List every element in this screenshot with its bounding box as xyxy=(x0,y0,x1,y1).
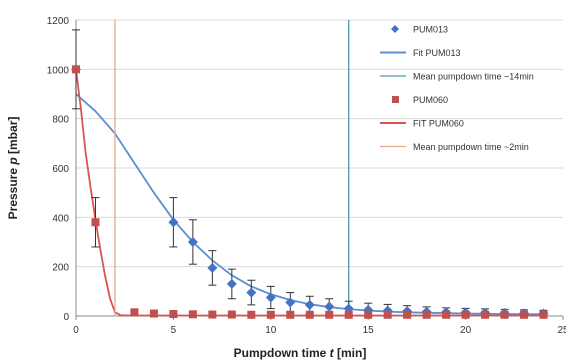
point-pum060 xyxy=(149,309,158,318)
fit-curve-fit-pum060 xyxy=(75,69,544,317)
point-pum060 xyxy=(169,310,178,319)
plot-area xyxy=(71,20,549,319)
tick-labels: 0 200 400 600 800 1000 1200 0 5 10 15 20 25 xyxy=(47,16,566,336)
y-axis-title-unit: [mbar] xyxy=(6,117,20,158)
point-pum060 xyxy=(344,310,353,319)
x-tick-label: 0 xyxy=(73,325,79,336)
point-pum060 xyxy=(247,310,256,319)
legend-label: PUM013 xyxy=(413,25,448,35)
x-tick-label: 20 xyxy=(460,325,472,336)
point-pum060 xyxy=(188,310,197,319)
point-pum013 xyxy=(265,292,276,303)
point-pum013 xyxy=(285,297,296,308)
point-pum060 xyxy=(481,310,490,319)
point-pum060 xyxy=(305,310,314,319)
y-tick-label: 600 xyxy=(52,164,69,175)
point-pum060 xyxy=(383,310,392,319)
point-pum060 xyxy=(208,310,217,319)
x-tick-label: 10 xyxy=(265,325,277,336)
x-axis-title-prefix: Pumpdown time xyxy=(234,346,330,360)
y-tick-label: 200 xyxy=(52,263,69,274)
point-pum060 xyxy=(520,310,529,319)
fit-curve-fit-pum013 xyxy=(75,93,544,316)
x-tick-label: 5 xyxy=(171,325,177,336)
x-axis-title-unit: [min] xyxy=(334,346,367,360)
point-pum060 xyxy=(422,310,431,319)
point-pum060 xyxy=(130,308,139,317)
point-pum013 xyxy=(226,278,237,289)
legend-label: Mean pumpdown time ~14min xyxy=(413,72,534,82)
point-pum013 xyxy=(207,262,218,273)
point-pum060 xyxy=(325,310,334,319)
point-pum060 xyxy=(286,310,295,319)
legend-label: FIT PUM060 xyxy=(413,119,464,129)
axes xyxy=(75,20,564,320)
point-pum060 xyxy=(403,310,412,319)
y-axis-title-var: p xyxy=(6,157,20,165)
legend-marker-pum013 xyxy=(391,25,399,33)
x-tick-label: 25 xyxy=(557,325,566,336)
x-axis-title-var: t xyxy=(330,346,335,360)
point-pum060 xyxy=(266,310,275,319)
point-pum013 xyxy=(168,217,179,228)
legend-label: Mean pumpdown time ~2min xyxy=(413,142,529,152)
point-pum060 xyxy=(461,310,470,319)
legend-marker-pum060 xyxy=(392,96,399,103)
point-pum060 xyxy=(364,310,373,319)
point-pum013 xyxy=(246,287,257,298)
grid xyxy=(76,19,563,317)
point-pum060 xyxy=(539,310,548,319)
y-axis-title: Pressure p [mbar] xyxy=(6,117,20,220)
point-pum060 xyxy=(72,65,80,74)
legend-label: Fit PUM013 xyxy=(413,48,461,58)
point-pum013 xyxy=(187,237,198,247)
y-tick-label: 1000 xyxy=(47,65,70,76)
point-pum060 xyxy=(227,310,236,319)
point-pum013 xyxy=(324,301,335,312)
y-tick-label: 1200 xyxy=(47,16,70,27)
point-pum060 xyxy=(442,310,451,319)
legend-label: PUM060 xyxy=(413,95,448,105)
point-pum013 xyxy=(304,299,315,310)
y-tick-label: 0 xyxy=(63,312,69,323)
x-tick-label: 15 xyxy=(363,325,375,336)
point-pum060 xyxy=(91,218,100,227)
point-pum060 xyxy=(500,310,509,319)
legend: PUM013 Fit PUM013 Mean pumpdown time ~14mi… xyxy=(380,25,534,152)
y-tick-label: 800 xyxy=(52,115,69,126)
y-tick-label: 400 xyxy=(52,213,69,224)
y-axis-title-prefix: Pressure xyxy=(6,165,20,220)
x-axis-title: Pumpdown time t [min] xyxy=(234,346,367,360)
